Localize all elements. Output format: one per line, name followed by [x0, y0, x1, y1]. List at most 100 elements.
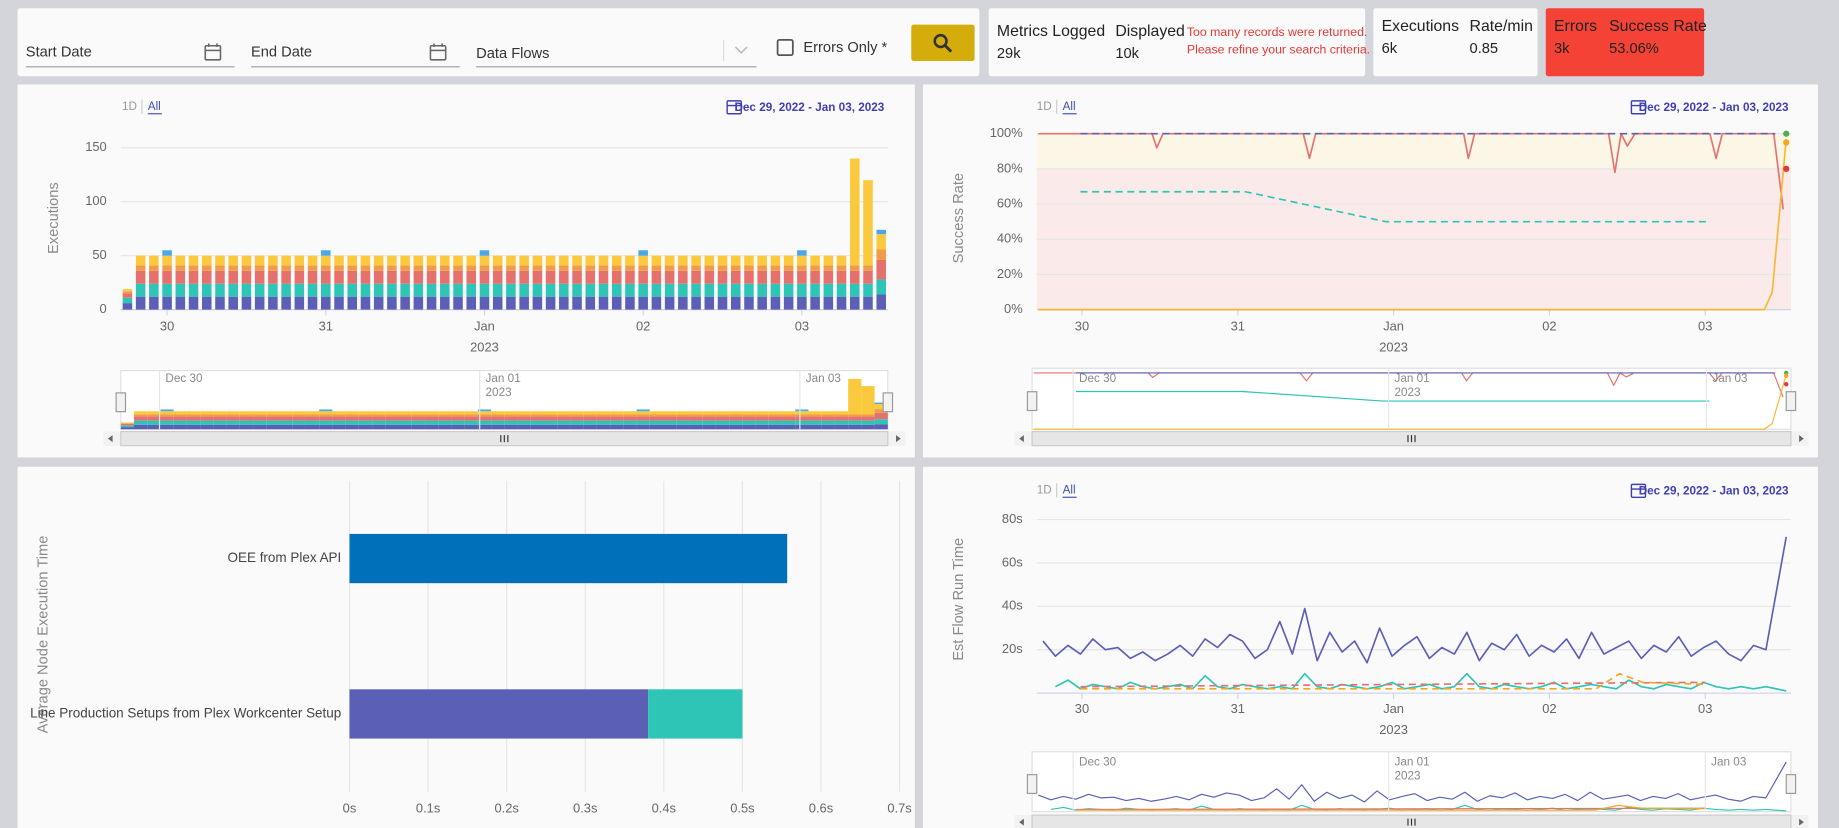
navigator-segment — [253, 411, 267, 415]
data-flows-select[interactable]: Data Flows — [476, 39, 757, 68]
navigator-segment — [782, 414, 796, 417]
bar-segment — [532, 255, 543, 266]
navigator-segment — [319, 411, 333, 415]
navigator-segment — [438, 414, 452, 417]
navigator-segment — [543, 416, 558, 421]
bar-segment — [241, 265, 252, 271]
navigator-segment — [742, 411, 756, 415]
navigator-segment — [358, 411, 373, 415]
navigator-segment — [319, 414, 333, 417]
calendar-icon[interactable] — [1630, 483, 1647, 498]
date-range[interactable]: Dec 29, 2022 - Jan 03, 2023 — [1639, 101, 1789, 114]
calendar-icon[interactable] — [429, 43, 447, 61]
bar-segment — [744, 255, 754, 266]
bar-segment — [268, 265, 278, 271]
range-button[interactable]: All — [1063, 100, 1076, 113]
navigator-segment — [755, 416, 769, 421]
navigator-segment — [451, 414, 465, 417]
bar-segment — [850, 296, 860, 310]
bar-segment — [876, 229, 886, 235]
bar-segment — [479, 265, 490, 271]
navigator-segment — [702, 416, 716, 421]
scroll-right[interactable] — [1799, 435, 1804, 443]
bar-segment — [651, 283, 662, 297]
bar-segment — [334, 283, 344, 297]
bar-segment — [135, 283, 146, 297]
navigator-segment — [292, 411, 306, 415]
end-date-field[interactable]: End Date — [251, 43, 460, 68]
navigator-segment — [848, 416, 862, 421]
range-button[interactable]: All — [148, 100, 161, 113]
search-button[interactable] — [911, 24, 975, 61]
range-button[interactable]: 1D — [122, 100, 137, 113]
bar-segment — [347, 283, 357, 297]
bar-segment — [268, 255, 278, 266]
bar-segment — [307, 255, 318, 266]
bar-segment — [532, 270, 543, 284]
scroll-left[interactable] — [1019, 435, 1024, 443]
navigator-segment — [715, 420, 730, 425]
navigator-segment — [451, 411, 465, 415]
bar-segment — [466, 270, 477, 284]
bar-segment — [783, 283, 794, 297]
navigator-segment — [239, 424, 254, 430]
date-range[interactable]: Dec 29, 2022 - Jan 03, 2023 — [734, 101, 884, 114]
errors-only-checkbox[interactable] — [776, 38, 794, 57]
bar-segment — [810, 255, 820, 266]
scroll-left[interactable] — [107, 435, 113, 443]
navigator-segment — [279, 411, 293, 415]
calendar-icon[interactable] — [726, 100, 742, 115]
bar-segment — [228, 296, 238, 310]
series-line — [1080, 672, 1706, 690]
bar-segment — [783, 255, 794, 266]
navigator-segment — [226, 414, 240, 417]
range-button[interactable]: 1D — [1037, 100, 1052, 113]
bar-segment — [294, 270, 305, 284]
stat-label: Executions — [1382, 18, 1460, 35]
navigator-segment — [213, 420, 227, 425]
navigator-segment — [226, 424, 240, 430]
bar-segment — [188, 265, 199, 271]
start-date-field[interactable]: Start Date — [25, 43, 235, 68]
navigator-handle[interactable] — [1785, 774, 1797, 794]
stat-label: Success Rate — [1609, 18, 1707, 35]
navigator-handle[interactable] — [1026, 391, 1038, 412]
navigator-segment — [623, 420, 637, 425]
calendar-icon[interactable] — [204, 43, 222, 61]
bar-segment — [730, 265, 741, 271]
y-tick-label: 40s — [1002, 598, 1023, 613]
scroll-left[interactable] — [1019, 818, 1024, 826]
bar-segment — [188, 270, 199, 284]
navigator-segment — [663, 416, 677, 421]
navigator-segment — [795, 411, 809, 415]
navigator-handle[interactable] — [882, 392, 894, 413]
stat-value: 10k — [1115, 46, 1139, 62]
navigator-segment — [782, 424, 796, 430]
bar-segment — [321, 296, 331, 310]
navigator-handle[interactable] — [115, 392, 127, 413]
navigator-segment — [782, 420, 796, 425]
navigator-segment — [729, 424, 743, 430]
calendar-body — [726, 100, 742, 115]
navigator-segment — [583, 420, 597, 425]
bar-segment — [453, 296, 463, 310]
navigator-segment — [253, 424, 267, 430]
navigator-segment — [808, 411, 822, 415]
navigator-segment — [477, 414, 492, 417]
calendar-icon[interactable] — [1630, 100, 1647, 115]
x-tick-label: 30 — [1075, 701, 1089, 716]
navigator-handle[interactable] — [1026, 774, 1038, 794]
scroll-right[interactable] — [1799, 818, 1804, 826]
range-button[interactable]: 1D — [1037, 483, 1052, 496]
bar-segment — [413, 296, 424, 310]
navigator-segment — [768, 414, 783, 417]
navigator-segment — [848, 420, 862, 425]
scroll-right[interactable] — [896, 435, 901, 443]
range-button[interactable]: All — [1063, 483, 1076, 496]
navigator-handle[interactable] — [1785, 391, 1797, 412]
plot-band — [1036, 133, 1791, 169]
bar-segment — [572, 296, 582, 310]
date-range[interactable]: Dec 29, 2022 - Jan 03, 2023 — [1639, 484, 1789, 497]
bar-segment — [426, 265, 437, 271]
